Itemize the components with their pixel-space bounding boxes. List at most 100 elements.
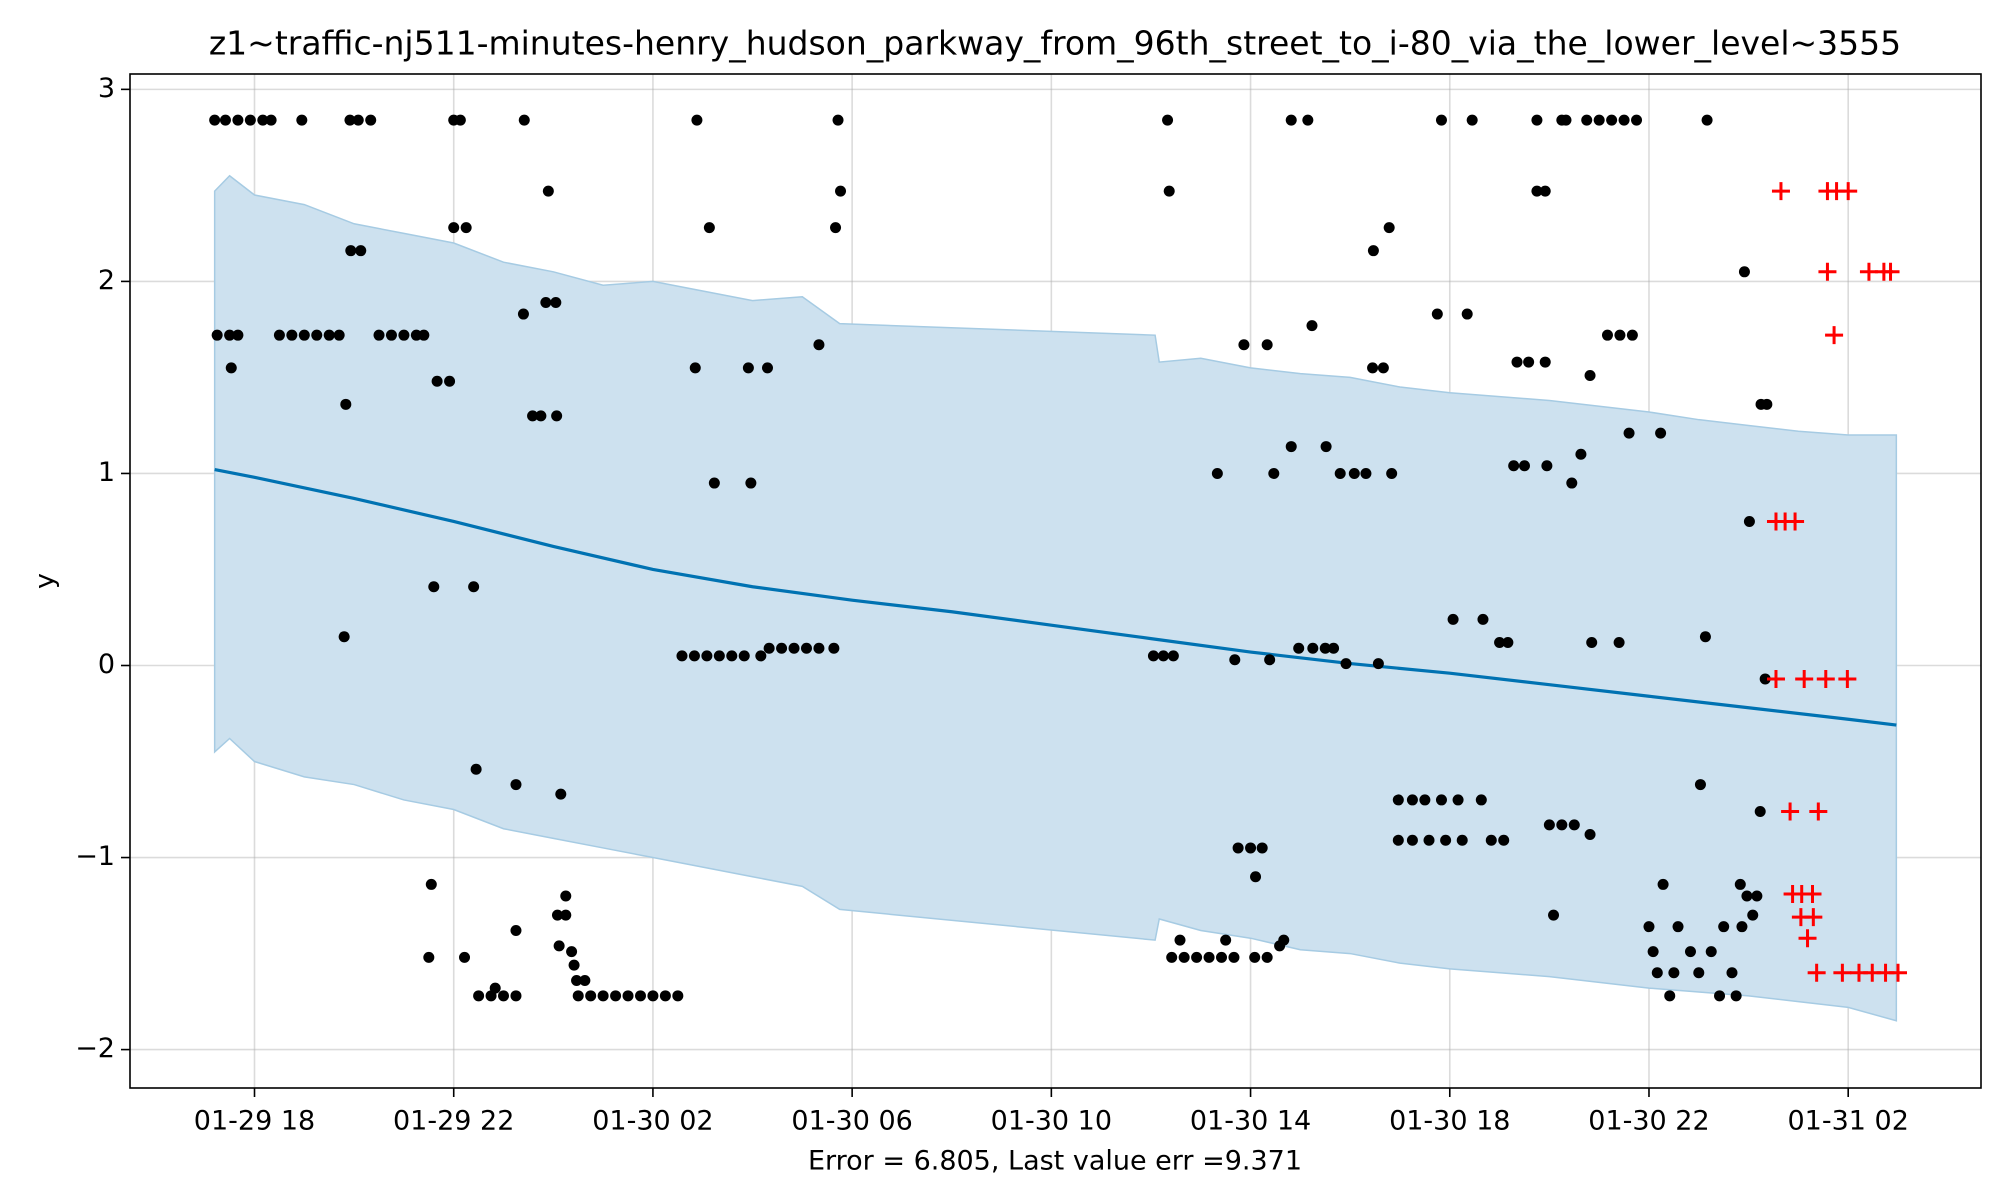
data-point xyxy=(1566,477,1578,489)
data-point xyxy=(1584,829,1596,840)
x-tick-label: 01-30 22 xyxy=(1588,1106,1709,1137)
x-tick-label: 01-30 02 xyxy=(592,1106,713,1137)
data-point xyxy=(1575,448,1587,460)
data-point xyxy=(776,642,788,654)
cross-point xyxy=(1816,669,1835,688)
data-point xyxy=(1606,114,1618,126)
data-point xyxy=(1268,467,1280,479)
data-point xyxy=(555,788,567,800)
data-point xyxy=(1543,819,1555,831)
axes-frame xyxy=(129,73,1982,1089)
cross-point xyxy=(1839,182,1858,201)
cross-point xyxy=(1807,963,1826,982)
data-point xyxy=(1560,114,1572,126)
data-point xyxy=(323,329,335,341)
data-point xyxy=(551,909,563,921)
data-point xyxy=(1178,951,1190,963)
y-tick-label: 1 xyxy=(98,457,115,488)
data-point xyxy=(1211,467,1223,479)
data-point xyxy=(232,329,244,341)
data-point xyxy=(585,990,597,1002)
data-point xyxy=(542,185,554,197)
data-point xyxy=(1705,946,1717,958)
y-tick-label: −1 xyxy=(75,841,115,872)
data-point xyxy=(333,329,345,341)
data-point xyxy=(473,990,485,1002)
data-point xyxy=(428,581,440,593)
chart-title: z1~traffic-nj511-minutes-henry_hudson_pa… xyxy=(209,24,1901,63)
data-point xyxy=(647,990,659,1002)
x-axis-label: Error = 6.805, Last value err =9.371 xyxy=(808,1146,1302,1177)
cross-point xyxy=(1838,669,1857,688)
data-point xyxy=(813,339,825,351)
data-point xyxy=(1377,362,1389,374)
data-point xyxy=(1651,967,1663,979)
y-axis-label: y xyxy=(30,573,61,589)
data-point xyxy=(1568,819,1580,831)
cross-point xyxy=(1803,885,1822,904)
data-point xyxy=(296,114,308,126)
data-point xyxy=(553,940,565,952)
data-point xyxy=(1523,356,1535,368)
data-point xyxy=(365,114,377,126)
cross-point xyxy=(1781,802,1800,821)
data-point xyxy=(232,114,244,126)
data-point xyxy=(340,398,352,410)
data-point xyxy=(1147,650,1159,662)
data-point xyxy=(1699,631,1711,643)
data-point xyxy=(517,308,529,320)
data-point xyxy=(1216,951,1228,963)
data-point xyxy=(1754,805,1766,817)
data-point xyxy=(1386,467,1398,479)
data-point xyxy=(1162,114,1174,126)
data-point xyxy=(431,375,443,387)
data-point xyxy=(423,951,435,963)
data-point xyxy=(1406,794,1418,806)
data-point xyxy=(385,329,397,341)
data-point xyxy=(1191,951,1203,963)
data-point xyxy=(1701,114,1713,126)
data-point xyxy=(1383,222,1395,234)
data-point xyxy=(1319,642,1331,654)
data-point xyxy=(788,642,800,654)
data-point xyxy=(1392,794,1404,806)
data-point xyxy=(828,642,840,654)
data-point xyxy=(634,990,646,1002)
data-point xyxy=(1340,658,1352,670)
data-point xyxy=(1726,967,1738,979)
data-point xyxy=(1613,636,1625,648)
data-point xyxy=(835,185,847,197)
data-point xyxy=(1285,441,1297,453)
data-point xyxy=(1623,427,1635,439)
data-point xyxy=(1348,467,1360,479)
data-point xyxy=(454,114,466,126)
data-point xyxy=(1743,515,1755,527)
data-point xyxy=(1539,356,1551,368)
data-point xyxy=(1714,990,1726,1002)
data-point xyxy=(1586,636,1598,648)
data-point xyxy=(1285,114,1297,126)
cross-point xyxy=(1889,963,1907,982)
data-point xyxy=(763,642,775,654)
data-point xyxy=(1278,934,1290,946)
data-point xyxy=(338,631,350,643)
data-point xyxy=(265,114,277,126)
data-point xyxy=(1232,842,1244,854)
data-point xyxy=(444,375,456,387)
cross-point xyxy=(1825,326,1844,345)
data-point xyxy=(1250,871,1262,883)
data-point xyxy=(1372,658,1384,670)
data-point xyxy=(1498,834,1510,846)
data-point xyxy=(1618,114,1630,126)
data-point xyxy=(1738,266,1750,278)
data-point xyxy=(1694,779,1706,791)
data-point xyxy=(1477,613,1489,625)
uncertainty-band xyxy=(213,174,1898,1022)
data-point xyxy=(1328,642,1340,654)
data-point xyxy=(659,990,671,1002)
data-point xyxy=(1157,650,1169,662)
data-point xyxy=(1751,890,1763,902)
data-point xyxy=(800,642,812,654)
data-point xyxy=(813,642,825,654)
data-point xyxy=(550,297,562,309)
